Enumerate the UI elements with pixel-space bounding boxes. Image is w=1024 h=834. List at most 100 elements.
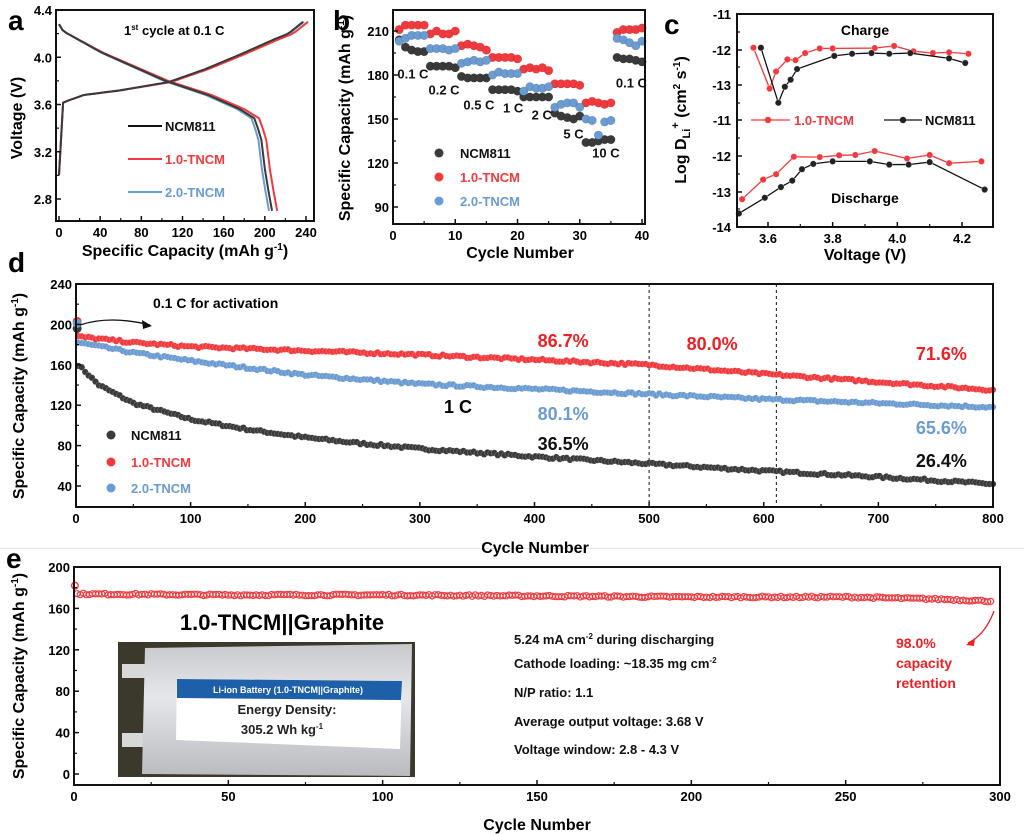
panel-d-legend: NCM811 1.0-TNCM 2.0-TNCM [106, 428, 191, 496]
discharge-point-1-0-tncm [851, 151, 859, 159]
panel-b-legend: NCM811 1.0-TNCM 2.0-TNCM [434, 146, 520, 209]
data-point-ncm811 [606, 134, 616, 145]
data-point-2-0-tncm [606, 115, 616, 126]
panel-e-ytick-label: 200 [48, 560, 70, 575]
charge-point-1-0-tncm [816, 44, 824, 52]
legend-label-1-tncm: 1.0-TNCM [460, 170, 520, 185]
panel-b-xtick-label: 40 [635, 228, 649, 243]
panel-d-xtick-label: 100 [180, 511, 202, 526]
legend-marker-2-tncm [106, 483, 116, 493]
panel-e-xtick-label: 250 [835, 789, 857, 804]
panel-d-plot-area [72, 284, 997, 507]
charge-curve-ncm811 [58, 21, 304, 176]
panel-d-xtick-label: 600 [753, 511, 775, 526]
battery-tab-top [122, 664, 148, 678]
spec-line: Average output voltage: 3.68 V [514, 714, 704, 729]
panel-b-xlabel: Cycle Number [466, 245, 574, 262]
panel-c-charge-label: Charge [841, 22, 889, 38]
panel-a-ylabel: Voltage (V) [9, 77, 26, 159]
panel-a-axes-frame [55, 9, 315, 222]
panel-b-ylabel: Specific Capacity (mAh g-1) [336, 15, 354, 221]
charge-point-1-0-tncm [890, 42, 898, 50]
discharge-point-ncm811 [866, 157, 874, 165]
panel-c-ytick-label: -11 [713, 7, 731, 22]
panel-b-xtick-label: 10 [448, 228, 462, 243]
panel-b-xtick-label: 0 [389, 228, 396, 243]
panel-e-xtick-label: 300 [989, 789, 1011, 804]
discharge-point-1-0-tncm [738, 195, 746, 203]
charge-point-1-0-tncm [772, 68, 780, 76]
panel-d-xtick-label: 700 [868, 511, 890, 526]
spec-line: Cathode loading: ~18.35 mg cm-2 [514, 656, 717, 671]
panel-d-ytick-label: 120 [50, 398, 72, 413]
panel-b-xtick-label: 30 [573, 228, 587, 243]
panel-e-specs: 5.24 mA cm-2 during discharging Cathode l… [514, 632, 717, 757]
retention-label-ncm811: 26.4% [916, 451, 967, 471]
data-point-1-0-tncm [544, 65, 554, 76]
panel-d-xtick-label: 300 [409, 511, 431, 526]
panel-label-d: d [8, 247, 25, 278]
panel-e-xtick-label: 50 [221, 789, 235, 804]
data-point-1-0-tncm [512, 54, 523, 64]
data-point-2-0-tncm [593, 130, 604, 140]
legend-marker-ncm811 [899, 116, 907, 124]
panel-e-ticks: 0 50 100 150 200 250 300 0 40 80 120 160 200 [48, 560, 1011, 804]
charge-point-1-0-tncm [791, 56, 799, 64]
panel-e-ytick-label: 80 [56, 684, 70, 699]
panel-d-ytick-label: 240 [50, 277, 72, 292]
charge-point-1-0-tncm [829, 44, 837, 52]
discharge-point-ncm811 [809, 160, 817, 168]
discharge-point-1-0-tncm [772, 170, 780, 178]
data-point-2-0-tncm [450, 43, 460, 54]
battery-photo: Li-ion Battery (1.0-TNCM||Graphite) Ener… [118, 642, 415, 777]
data-point-2-0-tncm [568, 98, 579, 108]
charge-point-1-0-tncm [945, 48, 953, 56]
retention-label-2-0-tncm: 80.1% [538, 404, 589, 424]
panel-a-xtick-label: 240 [295, 225, 317, 240]
panel-a-legend: NCM811 1.0-TNCM 2.0-TNCM [128, 119, 225, 200]
panel-d-chart: 0 100 200 300 400 500 600 700 800 40 80 120 160 200 24… [10, 277, 1004, 557]
activation-arrow [79, 319, 151, 326]
panel-b-ytick-label: 210 [367, 24, 389, 39]
battery-label-header [177, 679, 402, 700]
charge-point-ncm811 [757, 44, 765, 52]
panel-c-ytick-label: -13 [712, 78, 731, 93]
rate-label: 1 C [503, 100, 524, 115]
panel-a-ticks: 0 40 80 120 160 200 240 2.8 3.2 3.6 4.0 4.4 [34, 3, 317, 240]
retention-label-1-0-tncm: 71.6% [916, 344, 967, 364]
energy-density-value: 305.2 Wh kg-1 [241, 722, 324, 737]
panel-d-ytick-label: 200 [50, 317, 72, 332]
panel-d-retention-labels: 86.7% 80.0% 71.6% 80.1% 65.6% 36.5% 26.4% [538, 331, 967, 471]
discharge-point-ncm811 [981, 186, 989, 194]
charge-point-ncm811 [867, 49, 875, 57]
data-point-2-0-tncm [544, 82, 554, 92]
panel-b-ytick-label: 150 [367, 112, 389, 127]
retention-word-capacity: capacity [896, 655, 952, 671]
panel-e-xtick-label: 200 [680, 789, 702, 804]
panel-b-ytick-label: 90 [375, 200, 389, 215]
panel-e-title: 1.0-TNCM||Graphite [180, 610, 384, 635]
charge-point-ncm811 [961, 59, 969, 67]
rate-label: 0.1 C [616, 75, 648, 90]
panel-e-ytick-label: 40 [56, 726, 70, 741]
data-point-2-0-tncm [587, 115, 597, 126]
legend-label-2-tncm: 2.0-TNCM [165, 185, 225, 200]
panel-c-ytick-label: -12 [712, 43, 731, 58]
panel-e-ytick-label: 120 [48, 643, 70, 658]
rate-label: 5 C [563, 127, 584, 142]
discharge-point-ncm811 [926, 158, 934, 166]
data-series-1-tncm [70, 581, 995, 606]
panel-a-plot-area [58, 21, 309, 211]
panel-d-rate-label: 1 C [444, 397, 472, 417]
panel-d-xtick-label: 800 [982, 511, 1004, 526]
panel-c-ytick-label: -13 [712, 185, 731, 200]
charge-point-ncm811 [830, 52, 838, 60]
data-series-ncm811 [74, 362, 997, 488]
discharge-point-ncm811 [798, 165, 806, 173]
charge-point-ncm811 [781, 83, 789, 91]
panel-a-xtick-label: 40 [93, 225, 107, 240]
charge-point-ncm811 [906, 49, 914, 57]
panel-b-ytick-label: 180 [367, 68, 389, 83]
panel-label-a: a [8, 5, 24, 36]
